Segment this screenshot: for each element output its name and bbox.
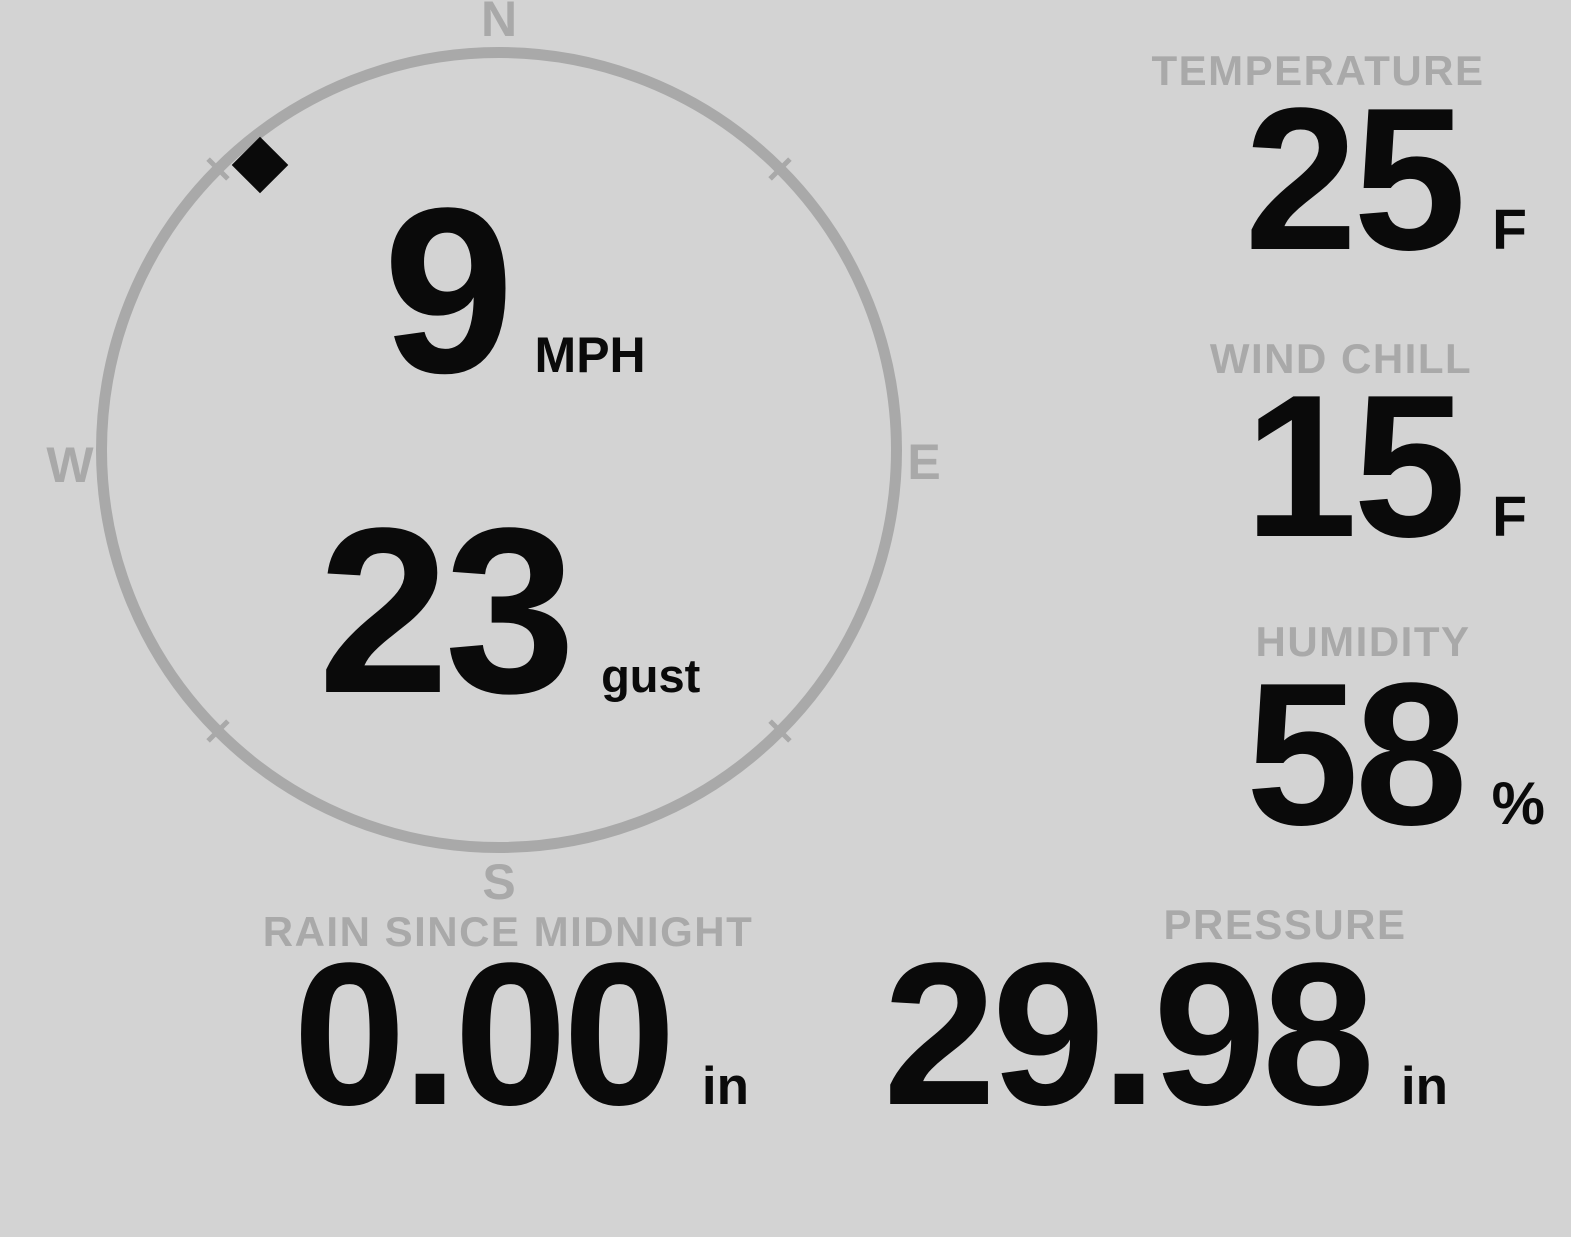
temperature-unit: F	[1492, 198, 1527, 262]
compass-label-east: E	[907, 434, 941, 490]
compass-label-north: N	[480, 0, 518, 47]
rain-reading: 0.00 in	[293, 933, 749, 1136]
wind-speed-value: 9	[383, 159, 514, 423]
humidity-value: 58	[1245, 641, 1468, 868]
rain-unit: in	[701, 1057, 749, 1116]
wind-speed-unit: MPH	[534, 327, 646, 383]
temperature-value: 25	[1244, 66, 1466, 293]
pressure-reading: 29.98 in	[883, 933, 1448, 1136]
pressure-value: 29.98	[883, 921, 1375, 1148]
compass-ring	[96, 47, 902, 853]
wind-chill-value: 15	[1244, 353, 1466, 580]
wind-chill-reading: 15 F	[1244, 365, 1527, 568]
wind-speed: 9 MPH	[383, 173, 646, 409]
compass-label-south: S	[482, 854, 516, 910]
humidity-unit: %	[1491, 770, 1545, 837]
pressure-label: PRESSURE	[1163, 901, 1407, 948]
pressure-unit: in	[1400, 1057, 1448, 1116]
humidity-reading: 58 %	[1246, 653, 1545, 856]
compass-label-west: W	[46, 437, 94, 493]
rain-value: 0.00	[293, 921, 676, 1148]
rain-label: RAIN SINCE MIDNIGHT	[262, 908, 754, 955]
temperature-reading: 25 F	[1244, 78, 1527, 281]
wind-chill-label: WIND CHILL	[1209, 335, 1473, 382]
wind-gust: 23 gust	[318, 493, 700, 729]
humidity-label: HUMIDITY	[1255, 618, 1471, 665]
wind-chill-unit: F	[1492, 485, 1527, 549]
wind-gust-unit: gust	[601, 649, 701, 702]
temperature-label: TEMPERATURE	[1151, 47, 1485, 94]
wind-gust-value: 23	[318, 479, 576, 743]
